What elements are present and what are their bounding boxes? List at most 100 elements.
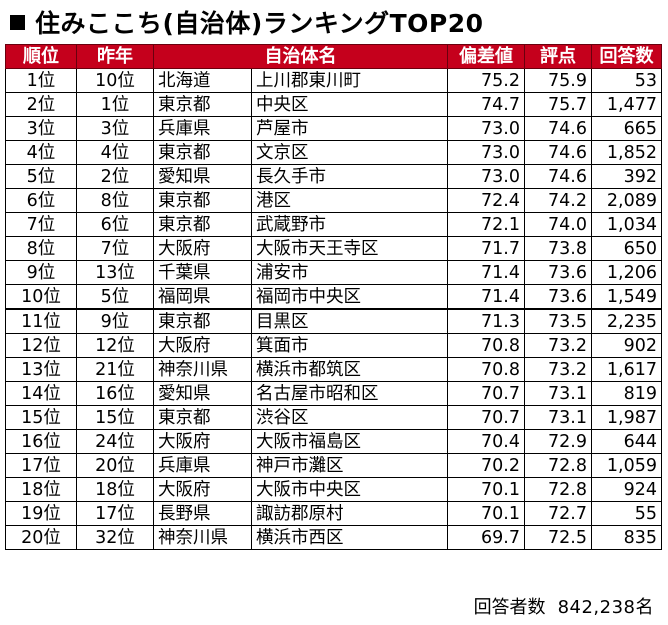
table-row: 3位 3位 兵庫県 芦屋市 73.0 74.6 665 bbox=[5, 116, 662, 141]
cell-respondents: 1,617 bbox=[591, 357, 662, 382]
cell-prefecture: 愛知県 bbox=[153, 381, 252, 406]
cell-rank: 12位 bbox=[5, 333, 77, 358]
table-row: 2位 1位 東京都 中央区 74.7 75.7 1,477 bbox=[5, 92, 662, 117]
cell-prefecture: 東京都 bbox=[153, 405, 252, 430]
cell-respondents: 835 bbox=[591, 525, 662, 550]
cell-score: 73.2 bbox=[524, 357, 592, 382]
cell-prefecture: 愛知県 bbox=[153, 164, 252, 189]
cell-city: 横浜市都筑区 bbox=[251, 357, 448, 382]
table-row: 20位 32位 神奈川県 横浜市西区 69.7 72.5 835 bbox=[5, 525, 662, 550]
cell-rank: 5位 bbox=[5, 164, 77, 189]
table-row: 4位 4位 東京都 文京区 73.0 74.6 1,852 bbox=[5, 140, 662, 165]
cell-respondents: 2,235 bbox=[591, 308, 662, 334]
cell-respondents: 1,206 bbox=[591, 260, 662, 285]
cell-city: 上川郡東川町 bbox=[251, 68, 448, 93]
cell-city: 大阪市中央区 bbox=[251, 477, 448, 502]
cell-deviation: 70.4 bbox=[447, 429, 525, 454]
cell-respondents: 644 bbox=[591, 429, 662, 454]
cell-rank: 15位 bbox=[5, 405, 77, 430]
table-row: 7位 6位 東京都 武蔵野市 72.1 74.0 1,034 bbox=[5, 212, 662, 237]
cell-rank: 14位 bbox=[5, 381, 77, 406]
cell-deviation: 71.3 bbox=[447, 308, 525, 334]
ranking-table: 順位 昨年 自治体名 偏差値 評点 回答数 1位 10位 北海道 上川郡東川町 75.2… bbox=[5, 44, 662, 550]
cell-prev-year: 24位 bbox=[76, 429, 154, 454]
cell-city: 芦屋市 bbox=[251, 116, 448, 141]
cell-prev-year: 16位 bbox=[76, 381, 154, 406]
cell-prev-year: 6位 bbox=[76, 212, 154, 237]
cell-score: 74.6 bbox=[524, 164, 592, 189]
cell-city: 大阪市福島区 bbox=[251, 429, 448, 454]
cell-score: 73.1 bbox=[524, 381, 592, 406]
cell-deviation: 74.7 bbox=[447, 92, 525, 117]
table-body: 1位 10位 北海道 上川郡東川町 75.2 75.9 53 2位 1位 東京都 中央区 74.7 75… bbox=[5, 68, 662, 550]
title-text: 住みここち(自治体)ランキングTOP20 bbox=[35, 9, 484, 38]
cell-prefecture: 東京都 bbox=[153, 140, 252, 165]
cell-deviation: 72.1 bbox=[447, 212, 525, 237]
cell-respondents: 1,852 bbox=[591, 140, 662, 165]
cell-city: 横浜市西区 bbox=[251, 525, 448, 550]
table-row: 10位 5位 福岡県 福岡市中央区 71.4 73.6 1,549 bbox=[5, 284, 662, 310]
table-row: 16位 24位 大阪府 大阪市福島区 70.4 72.9 644 bbox=[5, 429, 662, 454]
cell-prev-year: 17位 bbox=[76, 501, 154, 526]
cell-score: 75.9 bbox=[524, 68, 592, 93]
cell-prev-year: 15位 bbox=[76, 405, 154, 430]
cell-deviation: 75.2 bbox=[447, 68, 525, 93]
cell-prev-year: 21位 bbox=[76, 357, 154, 382]
cell-rank: 18位 bbox=[5, 477, 77, 502]
cell-score: 74.6 bbox=[524, 140, 592, 165]
header-municipality: 自治体名 bbox=[153, 44, 448, 69]
cell-rank: 13位 bbox=[5, 357, 77, 382]
cell-deviation: 70.8 bbox=[447, 333, 525, 358]
cell-prefecture: 東京都 bbox=[153, 212, 252, 237]
cell-respondents: 1,477 bbox=[591, 92, 662, 117]
table-row: 13位 21位 神奈川県 横浜市都筑区 70.8 73.2 1,617 bbox=[5, 357, 662, 382]
table-row: 12位 12位 大阪府 箕面市 70.8 73.2 902 bbox=[5, 333, 662, 358]
cell-prev-year: 8位 bbox=[76, 188, 154, 213]
cell-rank: 1位 bbox=[5, 68, 77, 93]
table-row: 18位 18位 大阪府 大阪市中央区 70.1 72.8 924 bbox=[5, 477, 662, 502]
header-score: 評点 bbox=[524, 44, 592, 69]
cell-respondents: 392 bbox=[591, 164, 662, 189]
cell-prefecture: 東京都 bbox=[153, 92, 252, 117]
cell-deviation: 70.7 bbox=[447, 381, 525, 406]
cell-score: 73.6 bbox=[524, 284, 592, 310]
cell-city: 中央区 bbox=[251, 92, 448, 117]
table-row: 11位 9位 東京都 目黒区 71.3 73.5 2,235 bbox=[5, 308, 662, 334]
cell-deviation: 69.7 bbox=[447, 525, 525, 550]
cell-prev-year: 9位 bbox=[76, 308, 154, 334]
cell-score: 72.8 bbox=[524, 453, 592, 478]
cell-city: 渋谷区 bbox=[251, 405, 448, 430]
cell-city: 大阪市天王寺区 bbox=[251, 236, 448, 261]
cell-prefecture: 兵庫県 bbox=[153, 453, 252, 478]
cell-prefecture: 兵庫県 bbox=[153, 116, 252, 141]
cell-rank: 16位 bbox=[5, 429, 77, 454]
cell-score: 72.9 bbox=[524, 429, 592, 454]
cell-rank: 4位 bbox=[5, 140, 77, 165]
header-rank: 順位 bbox=[5, 44, 77, 69]
respondent-total: 回答者数 842,238名 bbox=[474, 593, 654, 619]
table-row: 15位 15位 東京都 渋谷区 70.7 73.1 1,987 bbox=[5, 405, 662, 430]
table-row: 17位 20位 兵庫県 神戸市灘区 70.2 72.8 1,059 bbox=[5, 453, 662, 478]
cell-score: 72.5 bbox=[524, 525, 592, 550]
cell-deviation: 70.7 bbox=[447, 405, 525, 430]
cell-rank: 17位 bbox=[5, 453, 77, 478]
respondent-total-value: 842,238名 bbox=[557, 597, 654, 618]
cell-rank: 20位 bbox=[5, 525, 77, 550]
cell-score: 73.6 bbox=[524, 260, 592, 285]
cell-deviation: 71.4 bbox=[447, 260, 525, 285]
cell-respondents: 2,089 bbox=[591, 188, 662, 213]
table-row: 6位 8位 東京都 港区 72.4 74.2 2,089 bbox=[5, 188, 662, 213]
cell-city: 文京区 bbox=[251, 140, 448, 165]
cell-rank: 8位 bbox=[5, 236, 77, 261]
cell-city: 目黒区 bbox=[251, 308, 448, 334]
cell-score: 75.7 bbox=[524, 92, 592, 117]
cell-deviation: 72.4 bbox=[447, 188, 525, 213]
cell-prefecture: 大阪府 bbox=[153, 236, 252, 261]
cell-respondents: 55 bbox=[591, 501, 662, 526]
cell-score: 72.8 bbox=[524, 477, 592, 502]
cell-prefecture: 長野県 bbox=[153, 501, 252, 526]
cell-deviation: 71.4 bbox=[447, 284, 525, 310]
cell-city: 浦安市 bbox=[251, 260, 448, 285]
header-prev-year: 昨年 bbox=[76, 44, 154, 69]
cell-score: 72.7 bbox=[524, 501, 592, 526]
